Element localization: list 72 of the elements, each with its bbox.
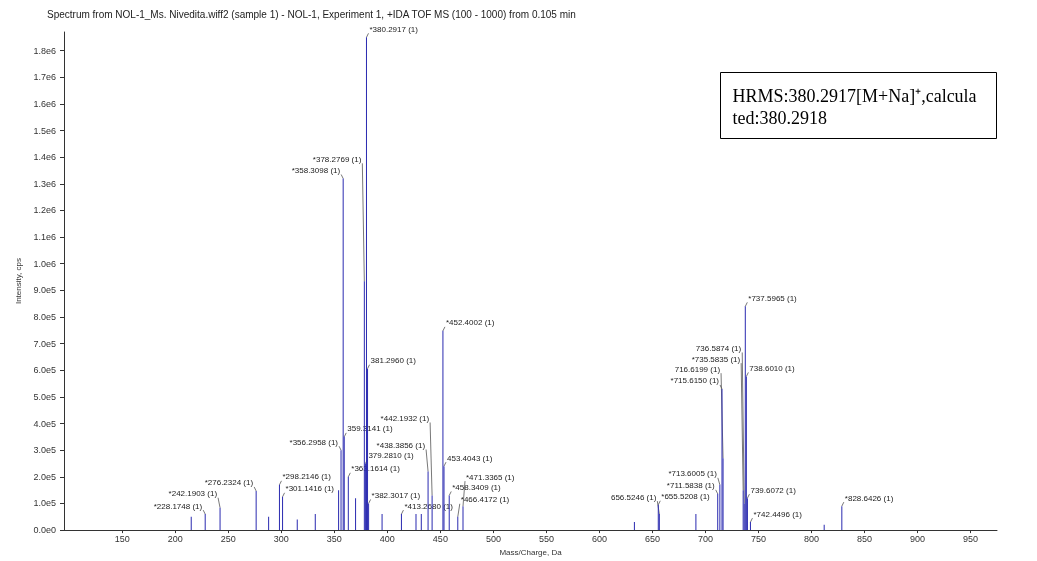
annotation: 381.2960 (1)	[370, 356, 417, 366]
annotation: *298.2146 (1)	[282, 472, 332, 482]
annotation: 716.6199 (1)	[674, 364, 721, 374]
y-tick-label: 2.0e5	[33, 471, 56, 482]
annotation: *358.3098 (1)	[291, 166, 341, 175]
annotation: 739.6072 (1)	[750, 485, 797, 495]
y-tick-label: 4.0e5	[33, 418, 56, 429]
annotation: *228.1748 (1)	[153, 501, 203, 511]
annotation: *380.2917 (1)	[369, 24, 419, 34]
annotation: 379.2810 (1)	[368, 451, 415, 461]
annotation: *737.5965 (1)	[748, 293, 798, 303]
annotation: *713.6005 (1)	[668, 469, 718, 479]
annotation: *378.2769 (1)	[312, 154, 362, 164]
x-tick-label: 950	[962, 533, 979, 544]
y-tick-label: 1.1e6	[33, 232, 56, 243]
annotation: 738.6010 (1)	[749, 363, 796, 373]
x-tick-label: 850	[856, 533, 872, 544]
y-tick-label: 3.0e5	[33, 445, 56, 456]
annotation: *466.4172 (1)	[460, 495, 510, 505]
y-tick-label: 1.6e6	[33, 98, 56, 109]
annotation: *742.4496 (1)	[753, 509, 803, 519]
annotation: *382.3017 (1)	[371, 490, 421, 500]
x-tick-label: 400	[379, 533, 395, 544]
x-tick-label: 550	[538, 533, 554, 544]
x-axis-title: Mass/Charge, Da	[499, 547, 563, 557]
annotation: *301.1416 (1)	[285, 484, 335, 494]
annotation: *438.3856 (1)	[376, 441, 426, 450]
annotation: *471.3365 (1)	[466, 472, 515, 482]
annotation: *715.6150 (1)	[670, 376, 720, 386]
annotation: *458.3409 (1)	[452, 482, 502, 492]
chart-title: Spectrum from NOL-1_Ms. Nivedita.wiff2 (sample 1) - NOL-1, Experiment 1, +IDA TOF MS (100 - 1000) from 0.105 min	[47, 8, 576, 20]
x-tick-label: 250	[220, 533, 236, 544]
y-tick-label: 0.0e0	[33, 525, 56, 536]
annotation: *356.2958 (1)	[289, 437, 339, 447]
annotation: *276.2324 (1)	[204, 478, 254, 488]
x-tick-label: 450	[432, 533, 448, 544]
annotation: *735.5835 (1)	[691, 354, 741, 364]
annotation: 656.5246 (1)	[610, 492, 657, 502]
annotation: 453.4043 (1)	[446, 453, 493, 463]
annotation: *242.1903 (1)	[168, 489, 218, 499]
x-tick-label: 700	[697, 533, 713, 544]
x-tick-label: 150	[114, 533, 130, 544]
y-tick-label: 1.3e6	[33, 178, 56, 189]
y-tick-label: 1.2e6	[33, 205, 56, 216]
x-tick-label: 750	[750, 533, 766, 544]
x-tick-label: 900	[909, 533, 925, 544]
y-tick-label: 1.0e5	[33, 498, 56, 509]
annotation: 736.5874 (1)	[695, 343, 742, 353]
y-tick-label: 1.7e6	[33, 72, 56, 83]
annotation: *828.6426 (1)	[844, 493, 894, 503]
x-tick-label: 300	[273, 533, 289, 544]
x-tick-label: 800	[803, 533, 819, 544]
x-tick-label: 200	[167, 533, 183, 544]
x-tick-label: 650	[644, 533, 660, 544]
y-tick-label: 9.0e5	[33, 285, 56, 296]
y-tick-label: 7.0e5	[33, 338, 56, 349]
x-tick-label: 350	[326, 533, 342, 544]
y-tick-label: 5.0e5	[33, 391, 56, 402]
annotation: *452.4002 (1)	[445, 318, 495, 328]
y-axis-title: Intensity, cps	[13, 258, 23, 305]
y-tick-label: 1.0e6	[33, 258, 56, 269]
x-tick-label: 500	[485, 533, 501, 544]
annotation: HRMS:380.2917[M+Na]⁺,calculated:380.2918	[732, 85, 977, 128]
x-tick-label: 600	[591, 533, 607, 544]
y-tick-label: 1.4e6	[33, 152, 56, 163]
annotation: *442.1932 (1)	[380, 413, 430, 423]
y-tick-label: 6.0e5	[33, 365, 56, 376]
y-tick-label: 1.5e6	[33, 125, 56, 136]
y-tick-label: 1.8e6	[33, 45, 56, 56]
annotation: *711.5838 (1)	[666, 481, 716, 491]
y-tick-label: 8.0e5	[33, 312, 56, 323]
annotation: *655.5208 (1)	[661, 492, 711, 502]
